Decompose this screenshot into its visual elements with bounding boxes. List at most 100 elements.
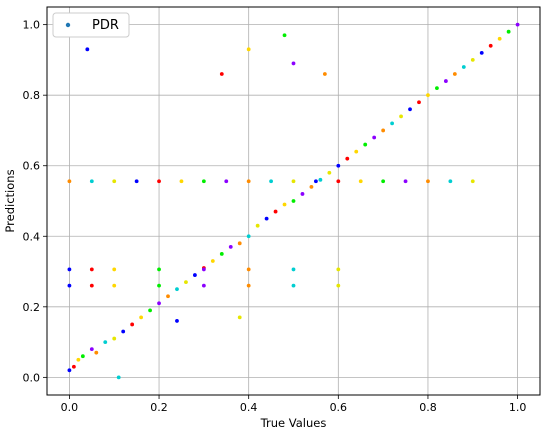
data-point: [470, 179, 475, 184]
data-point: [112, 336, 117, 341]
data-point: [139, 315, 144, 320]
y-tick-label: 0.6: [23, 160, 41, 173]
data-point: [322, 72, 327, 76]
x-tick-label: 0.6: [330, 401, 348, 414]
data-point: [470, 58, 475, 62]
data-point: [336, 267, 341, 272]
data-point: [67, 267, 72, 272]
data-point: [282, 202, 287, 207]
data-point: [246, 179, 251, 184]
legend: PDR: [52, 12, 130, 38]
data-point: [166, 294, 170, 299]
y-axis-label: Predictions: [3, 169, 17, 232]
data-point: [175, 319, 179, 323]
data-point: [71, 364, 76, 369]
y-tick-label: 0.8: [23, 89, 41, 102]
x-tick-label: 0.8: [419, 401, 437, 414]
data-point: [461, 65, 466, 69]
data-point: [327, 170, 332, 175]
data-point: [246, 283, 251, 288]
data-point: [237, 315, 242, 320]
data-point: [157, 267, 161, 272]
data-point: [67, 179, 72, 184]
data-point: [210, 259, 215, 263]
y-tick-label: 0.4: [23, 230, 41, 243]
data-point: [403, 179, 408, 184]
data-point: [89, 283, 94, 288]
data-point: [201, 267, 206, 272]
data-point: [103, 340, 108, 344]
data-point: [184, 280, 188, 285]
data-point: [309, 184, 314, 189]
legend-box: [52, 12, 130, 38]
data-point: [157, 179, 161, 184]
data-point: [67, 368, 72, 373]
y-tick-label: 1.0: [23, 19, 41, 32]
data-point: [448, 179, 453, 184]
data-point: [116, 375, 121, 380]
data-point: [497, 36, 502, 41]
data-point: [443, 79, 448, 83]
data-point: [219, 72, 224, 76]
data-point: [336, 179, 341, 184]
data-point: [224, 179, 229, 184]
data-point: [179, 179, 184, 184]
data-point: [417, 100, 421, 105]
data-point: [201, 283, 206, 288]
data-point: [372, 135, 377, 140]
data-point: [130, 322, 135, 327]
data-point: [80, 354, 85, 359]
data-point: [175, 287, 179, 292]
data-point: [67, 283, 72, 288]
y-tick-label: 0.0: [23, 371, 41, 384]
data-point: [269, 179, 273, 184]
data-point: [515, 22, 520, 27]
data-point: [255, 223, 260, 228]
x-tick-label: 0.0: [61, 401, 79, 414]
data-point: [273, 209, 278, 214]
grid-lines: [47, 7, 540, 395]
legend-marker-pdr: [65, 22, 71, 28]
data-point: [390, 121, 394, 126]
data-point: [246, 234, 251, 239]
data-point: [426, 179, 430, 184]
axis-ticks: 0.0 0.2 0.4 0.6 0.8 1.0 0.0 0.2 0.4 0.6 0.8 1.0: [23, 19, 527, 414]
data-point: [435, 86, 439, 91]
data-point: [336, 163, 341, 168]
data-point: [89, 347, 94, 352]
data-point: [358, 179, 363, 184]
data-point: [291, 199, 296, 203]
data-point: [488, 43, 493, 48]
data-point: [76, 357, 81, 362]
data-point: [318, 177, 323, 182]
data-point: [264, 216, 269, 221]
data-point: [157, 301, 161, 306]
data-point: [112, 283, 117, 288]
data-point: [479, 50, 484, 55]
data-point: [89, 179, 94, 184]
data-point: [336, 283, 341, 288]
data-point: [112, 267, 117, 272]
data-point: [134, 179, 139, 184]
data-point: [148, 308, 152, 313]
legend-label-pdr: PDR: [92, 18, 119, 33]
data-point: [94, 350, 99, 355]
data-point: [291, 61, 296, 66]
data-point: [85, 47, 90, 52]
data-point: [408, 107, 412, 112]
data-point: [399, 114, 403, 119]
data-point: [89, 267, 94, 272]
data-point: [506, 29, 511, 34]
data-point: [228, 244, 233, 249]
y-tick-label: 0.2: [23, 301, 41, 314]
data-point: [381, 128, 386, 133]
data-point: [354, 149, 359, 154]
data-points: [67, 22, 520, 380]
data-point: [246, 47, 251, 52]
data-point: [363, 142, 368, 147]
data-point: [112, 179, 117, 184]
data-point: [282, 33, 287, 38]
data-point: [314, 179, 318, 184]
x-tick-label: 0.4: [240, 401, 258, 414]
